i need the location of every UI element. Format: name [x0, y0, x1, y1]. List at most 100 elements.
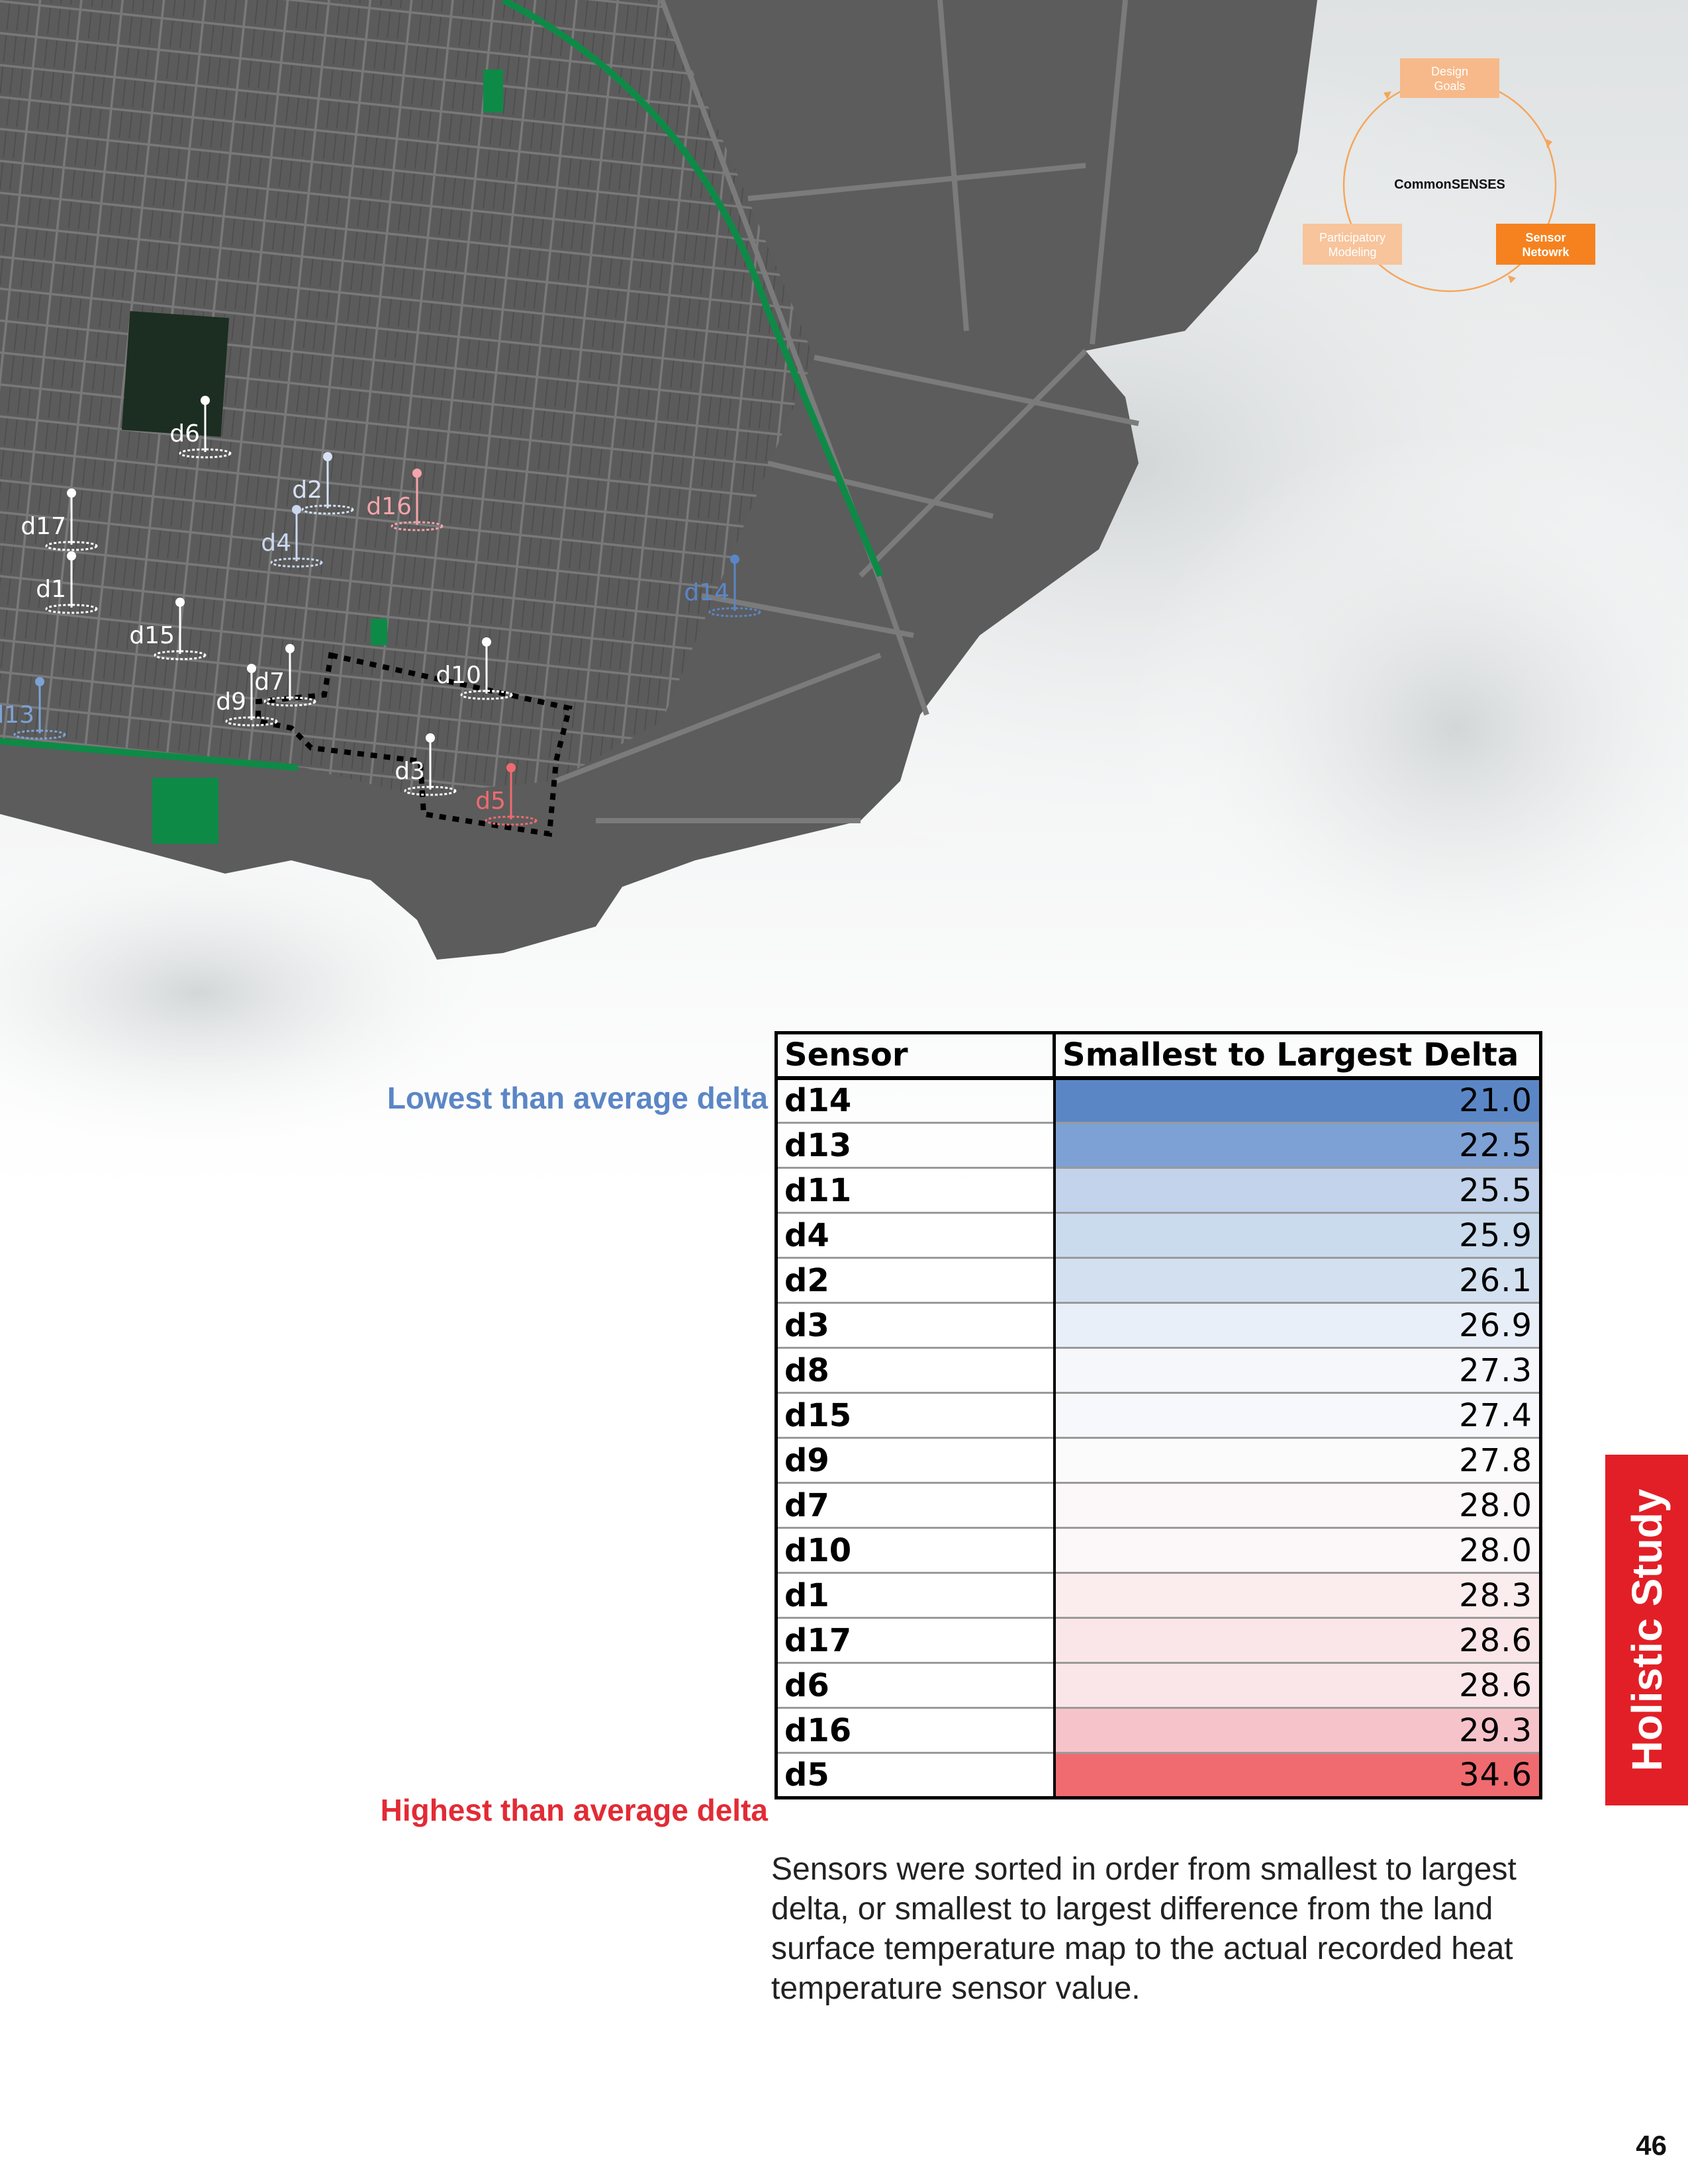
sensor-marker-d5: d5 [475, 763, 538, 826]
sensor-cell: d8 [774, 1347, 1056, 1394]
sensor-marker-d6: d6 [169, 396, 232, 459]
table-row: d16 29.3 [774, 1707, 1542, 1754]
table-row: d9 27.8 [774, 1437, 1542, 1484]
sensor-cell: d3 [774, 1302, 1056, 1349]
table-row: d8 27.3 [774, 1347, 1542, 1394]
sensor-label: d5 [475, 788, 506, 815]
sensor-label: d9 [216, 688, 246, 715]
delta-cell: 29.3 [1054, 1707, 1542, 1754]
svg-text:Netowrk: Netowrk [1522, 246, 1570, 259]
sensor-cell: d14 [774, 1077, 1056, 1124]
sensor-label: d13 [0, 702, 34, 729]
cycle-arrow-1 [1508, 275, 1516, 283]
table-row: d6 28.6 [774, 1662, 1542, 1709]
sensor-cell: d2 [774, 1257, 1056, 1304]
commonsenses-cycle-diagram: Design Goals CommonSENSES Sensor Netowrk… [1303, 58, 1595, 293]
table-row: d7 28.0 [774, 1482, 1542, 1529]
sensor-marker-d15: d15 [129, 598, 207, 660]
sensor-delta-table: Sensor Smallest to Largest Delta d14 21.0… [774, 1031, 1542, 1799]
sensor-marker-d16: d16 [366, 469, 444, 531]
delta-cell: 27.3 [1054, 1347, 1542, 1394]
sensor-marker-d2: d2 [292, 452, 354, 515]
street-grid [0, 0, 814, 794]
delta-cell: 21.0 [1054, 1077, 1542, 1124]
node-sensor-network: Sensor Netowrk [1496, 224, 1595, 265]
table-row: d11 25.5 [774, 1167, 1542, 1214]
sensor-marker-d17: d17 [21, 488, 98, 551]
svg-text:Sensor: Sensor [1525, 231, 1566, 244]
sensor-marker-d13: d13 [0, 677, 66, 740]
table-row: d4 25.9 [774, 1212, 1542, 1259]
sensor-marker-d7: d7 [254, 644, 316, 707]
sensor-label: d14 [684, 579, 729, 606]
page-number: 46 [1636, 2130, 1667, 2161]
delta-cell: 28.0 [1054, 1482, 1542, 1529]
table-row: d15 27.4 [774, 1392, 1542, 1439]
sensor-cell: d13 [774, 1122, 1056, 1169]
sensor-marker-d1: d1 [36, 551, 98, 614]
delta-cell: 28.6 [1054, 1617, 1542, 1664]
rail-line-south [0, 738, 299, 771]
sensor-cell: d5 [774, 1752, 1056, 1799]
table-row: d5 34.6 [774, 1752, 1542, 1799]
table-row: d10 28.0 [774, 1527, 1542, 1574]
side-tab-label: Holistic Study [1622, 1488, 1671, 1772]
delta-cell: 28.6 [1054, 1662, 1542, 1709]
neighborhood-map: d6 d2 d16 d17 d4 d1 d14 d15 d7 d10 d9 d13 d3 d5 [0, 0, 1317, 960]
sensor-label: d2 [292, 477, 322, 504]
sensor-cell: d17 [774, 1617, 1056, 1664]
sensor-cell: d11 [774, 1167, 1056, 1214]
sensor-label: d15 [129, 622, 175, 649]
highest-delta-callout: Highest than average delta [380, 1793, 768, 1827]
sensor-cell: d4 [774, 1212, 1056, 1259]
table-row: d14 21.0 [774, 1077, 1542, 1124]
sensor-cell: d10 [774, 1527, 1056, 1574]
sensor-marker-d4: d4 [261, 505, 323, 568]
delta-cell: 34.6 [1054, 1752, 1542, 1799]
sensor-cell: d16 [774, 1707, 1056, 1754]
delta-cell: 28.3 [1054, 1572, 1542, 1619]
table-row: d3 26.9 [774, 1302, 1542, 1349]
sensor-cell: d6 [774, 1662, 1056, 1709]
delta-cell: 22.5 [1054, 1122, 1542, 1169]
sensor-markers: d6 d2 d16 d17 d4 d1 d14 d15 d7 d10 d9 d13 d3 d5 [0, 396, 761, 826]
sensor-cell: d1 [774, 1572, 1056, 1619]
section-side-tab: Holistic Study [1605, 1455, 1688, 1805]
sensor-cell: d9 [774, 1437, 1056, 1484]
delta-cell: 27.8 [1054, 1437, 1542, 1484]
sensor-cell: d15 [774, 1392, 1056, 1439]
sensor-label: d16 [366, 493, 412, 520]
table-body: d14 21.0 d13 22.5 d11 25.5 d4 25.9 d2 26.1 d3 26.9 d… [774, 1077, 1542, 1799]
table-caption: Sensors were sorted in order from smalle… [771, 1852, 1517, 2006]
sensor-marker-d10: d10 [436, 637, 513, 700]
svg-text:Modeling: Modeling [1328, 246, 1376, 259]
delta-cell: 25.5 [1054, 1167, 1542, 1214]
lowest-delta-callout: Lowest than average delta [387, 1081, 768, 1115]
node-participatory-modeling: Participatory Modeling [1303, 224, 1402, 265]
header-delta: Smallest to Largest Delta [1053, 1031, 1542, 1080]
svg-text:Design: Design [1431, 65, 1468, 78]
delta-cell: 26.9 [1054, 1302, 1542, 1349]
delta-cell: 28.0 [1054, 1527, 1542, 1574]
node-design-goals: Design Goals [1400, 58, 1499, 98]
sensor-label: d17 [21, 513, 66, 540]
park-dark [121, 310, 230, 437]
sensor-label: d4 [261, 529, 291, 557]
delta-cell: 25.9 [1054, 1212, 1542, 1259]
sensor-marker-d14: d14 [684, 555, 761, 617]
cycle-arrow-3 [1546, 139, 1552, 148]
park-green-small [371, 619, 387, 645]
table-row: d17 28.6 [774, 1617, 1542, 1664]
svg-text:Participatory: Participatory [1319, 231, 1385, 244]
table-header-row: Sensor Smallest to Largest Delta [774, 1031, 1542, 1080]
outer-streets [555, 0, 1139, 823]
header-sensor: Sensor [774, 1031, 1056, 1080]
study-area-boundary [256, 652, 573, 837]
cycle-arrow-2 [1383, 91, 1391, 99]
delta-cell: 27.4 [1054, 1392, 1542, 1439]
park-green-north [483, 69, 503, 113]
sensor-label: d3 [395, 758, 425, 785]
delta-cell: 26.1 [1054, 1257, 1542, 1304]
sensor-label: d1 [36, 576, 66, 603]
sensor-cell: d7 [774, 1482, 1056, 1529]
